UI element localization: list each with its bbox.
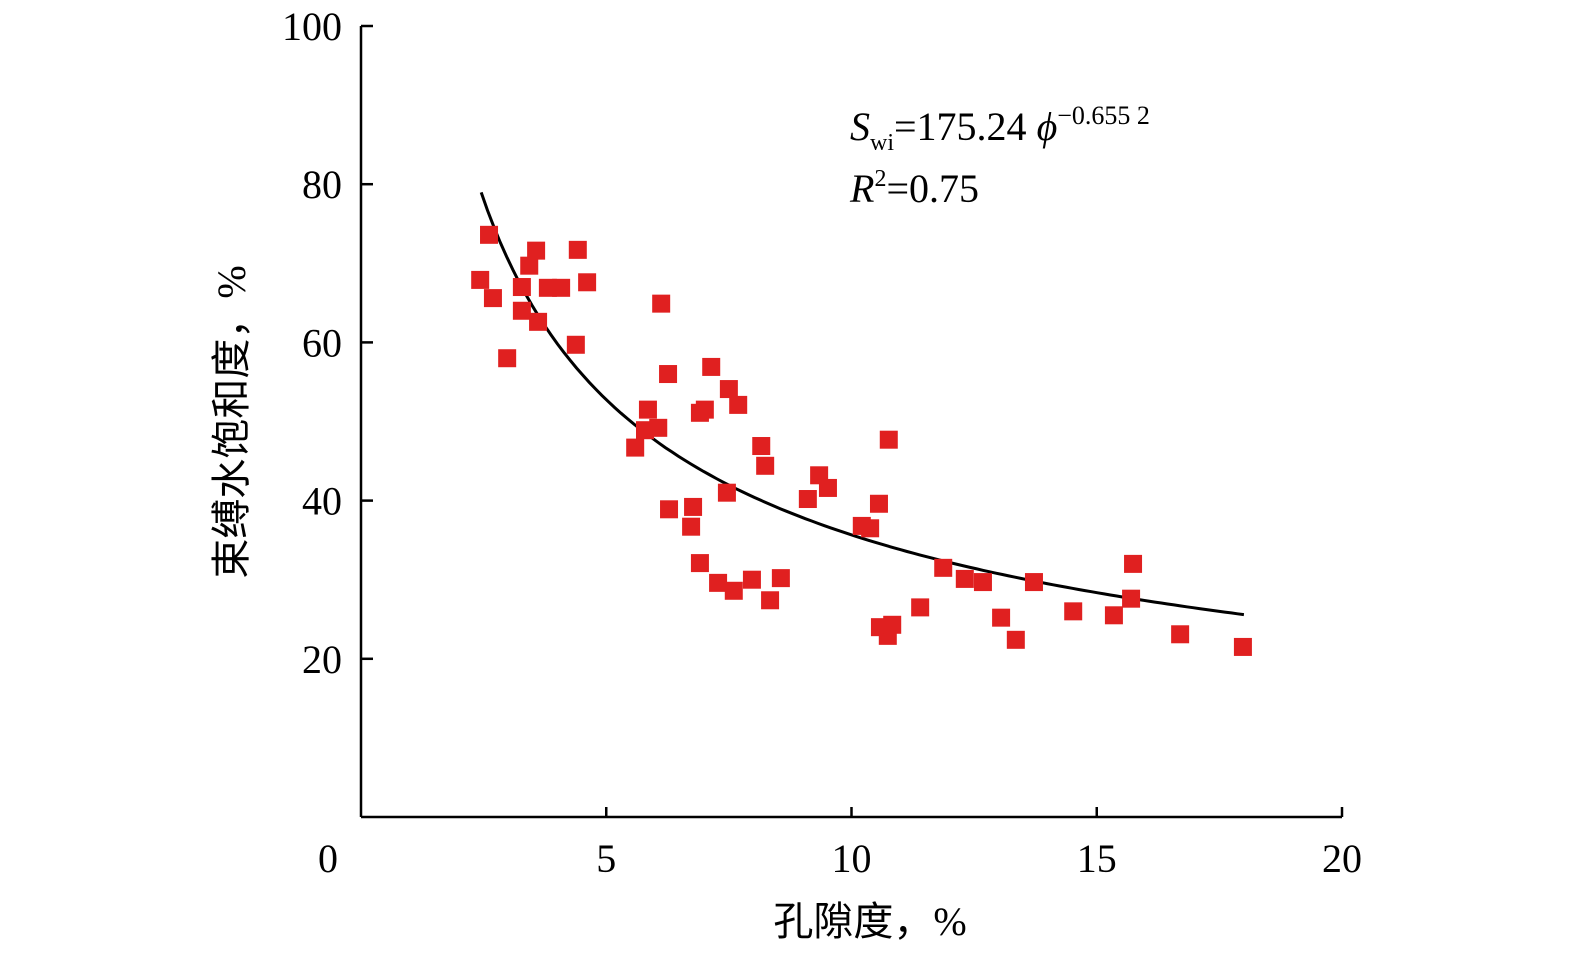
eq-sub: wi	[870, 130, 894, 156]
svg-text:R2=0.75: R2=0.75	[849, 166, 979, 211]
data-point	[771, 569, 790, 588]
y-tick-label: 60	[302, 320, 342, 365]
y-tick-label: 80	[302, 162, 342, 207]
y-tick-label: 20	[302, 637, 342, 682]
data-point	[761, 591, 780, 610]
data-point	[682, 517, 701, 536]
data-point	[702, 357, 721, 376]
data-point	[729, 395, 748, 414]
x-tick-label: 15	[1077, 836, 1117, 881]
data-point	[471, 270, 490, 289]
x-tick-label: 20	[1322, 836, 1362, 881]
data-point	[638, 400, 657, 419]
x-tick-label: 0	[318, 836, 338, 881]
eq-s: S	[850, 104, 870, 149]
y-axis-label: 束缚水饱和度，%	[209, 265, 254, 578]
svg-text:Swi=175.24 ϕ−0.655 2: Swi=175.24 ϕ−0.655 2	[850, 101, 1150, 156]
x-tick-label: 10	[832, 836, 872, 881]
data-point	[1006, 630, 1025, 649]
data-point	[861, 519, 880, 538]
data-point	[578, 273, 597, 292]
data-point	[973, 573, 992, 592]
data-point	[717, 483, 736, 502]
data-point	[512, 278, 531, 297]
data-point	[1064, 602, 1083, 621]
data-point	[955, 569, 974, 588]
data-point	[652, 294, 671, 313]
r-val: =0.75	[886, 166, 979, 211]
data-point	[1024, 573, 1043, 592]
data-point	[552, 278, 571, 297]
data-point	[660, 500, 679, 519]
data-point	[1171, 625, 1190, 644]
data-point	[709, 573, 728, 592]
data-point	[659, 365, 678, 384]
data-point	[626, 438, 645, 457]
data-point	[1233, 637, 1252, 656]
data-point	[818, 478, 837, 497]
y-tick-label: 40	[302, 479, 342, 524]
data-point	[520, 256, 539, 275]
data-point	[512, 301, 531, 320]
data-point	[649, 418, 668, 437]
data-point	[752, 437, 771, 456]
data-point	[483, 289, 502, 308]
data-point	[934, 558, 953, 577]
fit-curve	[479, 191, 1245, 617]
data-point	[527, 241, 546, 260]
data-point	[911, 598, 930, 617]
r-sup: 2	[874, 166, 886, 192]
data-point	[1122, 589, 1141, 608]
data-point	[883, 615, 902, 634]
r-r: R	[849, 166, 874, 211]
data-point	[684, 497, 703, 516]
data-point	[992, 608, 1011, 627]
data-point	[695, 400, 714, 419]
data-point	[498, 349, 517, 368]
data-point	[566, 335, 585, 354]
x-axis-label: 孔隙度，%	[773, 899, 966, 944]
data-point	[480, 225, 499, 244]
x-tick-label: 5	[596, 836, 616, 881]
data-point	[756, 456, 775, 475]
data-point	[742, 570, 761, 589]
data-point	[1124, 554, 1143, 573]
data-point	[869, 494, 888, 513]
eq-phi: ϕ	[1037, 104, 1058, 149]
data-point	[879, 430, 898, 449]
eq-exp: −0.655 2	[1057, 101, 1150, 130]
data-point	[529, 312, 548, 331]
y-tick-label: 100	[282, 4, 342, 49]
data-point	[719, 380, 738, 399]
data-point	[798, 490, 817, 509]
data-point	[568, 240, 587, 259]
data-point	[724, 581, 743, 600]
eq-main: =175.24	[894, 104, 1037, 149]
data-point	[1104, 606, 1123, 625]
data-point	[690, 554, 709, 573]
equation-annotation: Swi=175.24 ϕ−0.655 2 R2=0.75	[849, 101, 1150, 211]
